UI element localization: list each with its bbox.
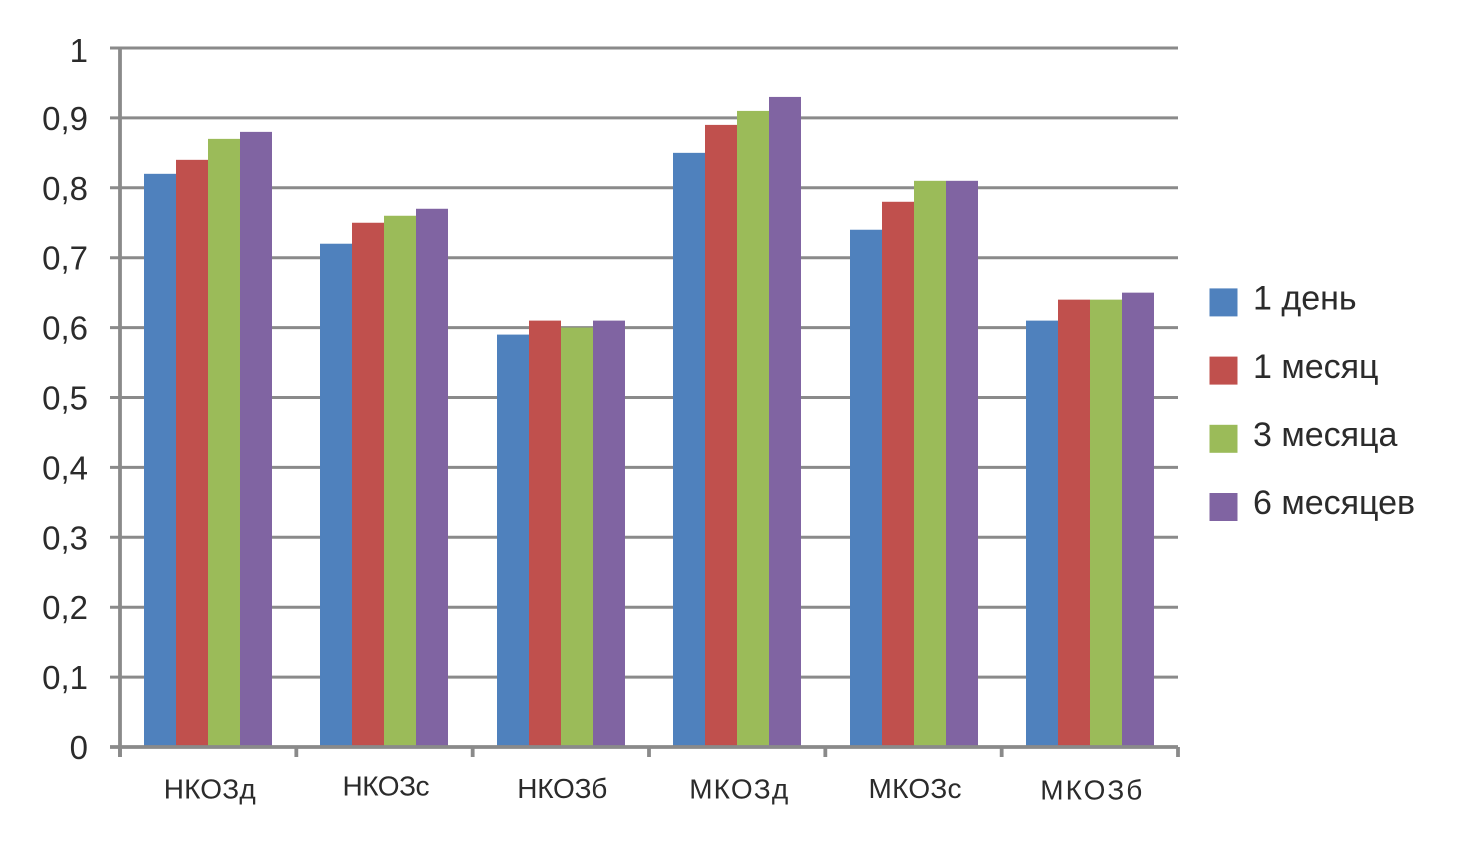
svg-text:0,5: 0,5	[42, 380, 88, 417]
svg-text:0,6: 0,6	[42, 310, 88, 347]
svg-text:0,1: 0,1	[42, 659, 88, 696]
svg-text:0,9: 0,9	[42, 100, 88, 137]
svg-text:6 месяцев: 6 месяцев	[1253, 484, 1415, 522]
svg-text:0,7: 0,7	[42, 240, 88, 277]
svg-text:МКОЗд: МКОЗд	[689, 773, 788, 804]
svg-text:1 месяц: 1 месяц	[1253, 348, 1379, 386]
svg-text:1 день: 1 день	[1253, 280, 1357, 318]
svg-text:0,3: 0,3	[42, 519, 88, 556]
svg-text:1: 1	[70, 32, 88, 69]
svg-text:0,4: 0,4	[42, 449, 88, 486]
svg-text:0,2: 0,2	[42, 589, 88, 626]
svg-text:0: 0	[70, 729, 88, 766]
svg-text:МКОЗс: МКОЗс	[869, 773, 962, 804]
svg-text:НКОЗб: НКОЗб	[517, 773, 607, 804]
svg-text:0,8: 0,8	[42, 170, 88, 207]
svg-text:МКОЗб: МКОЗб	[1040, 775, 1142, 806]
svg-text:3 месяца: 3 месяца	[1253, 416, 1398, 454]
svg-text:НКОЗс: НКОЗс	[343, 770, 430, 801]
svg-text:НКОЗд: НКОЗд	[164, 774, 256, 805]
